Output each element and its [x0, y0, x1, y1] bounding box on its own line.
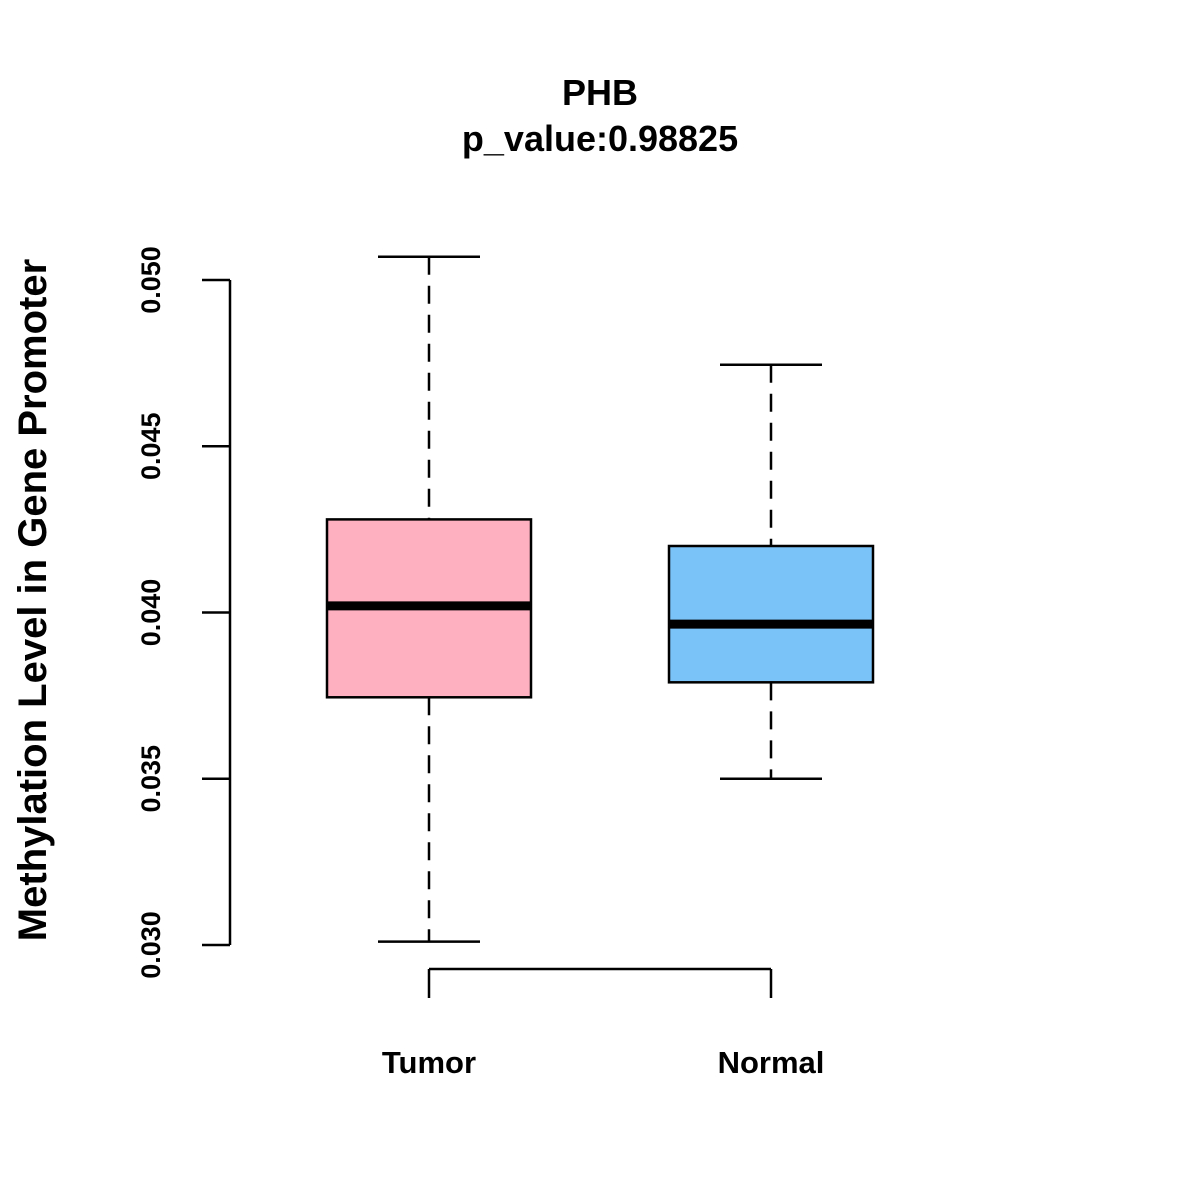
x-axis: Tumor Normal — [382, 967, 825, 1080]
y-tick-label-2: 0.040 — [136, 579, 166, 647]
y-tick-label-4: 0.050 — [136, 246, 166, 314]
y-axis: 0.030 0.035 0.040 0.045 0.050 — [136, 246, 232, 979]
y-tick-label-3: 0.045 — [136, 412, 166, 480]
x-tick-label-tumor: Tumor — [382, 1045, 476, 1080]
y-axis-label: Methylation Level in Gene Promoter — [11, 259, 55, 941]
chart-subtitle: p_value:0.98825 — [462, 118, 738, 159]
boxes-group — [325, 255, 875, 943]
box-normal — [667, 363, 875, 780]
box-tumor — [325, 255, 533, 943]
x-tick-label-normal: Normal — [718, 1045, 825, 1080]
y-tick-label-1: 0.035 — [136, 745, 166, 813]
y-tick-label-0: 0.030 — [136, 911, 166, 979]
chart-title: PHB — [562, 72, 638, 113]
iqr-box — [667, 544, 875, 684]
